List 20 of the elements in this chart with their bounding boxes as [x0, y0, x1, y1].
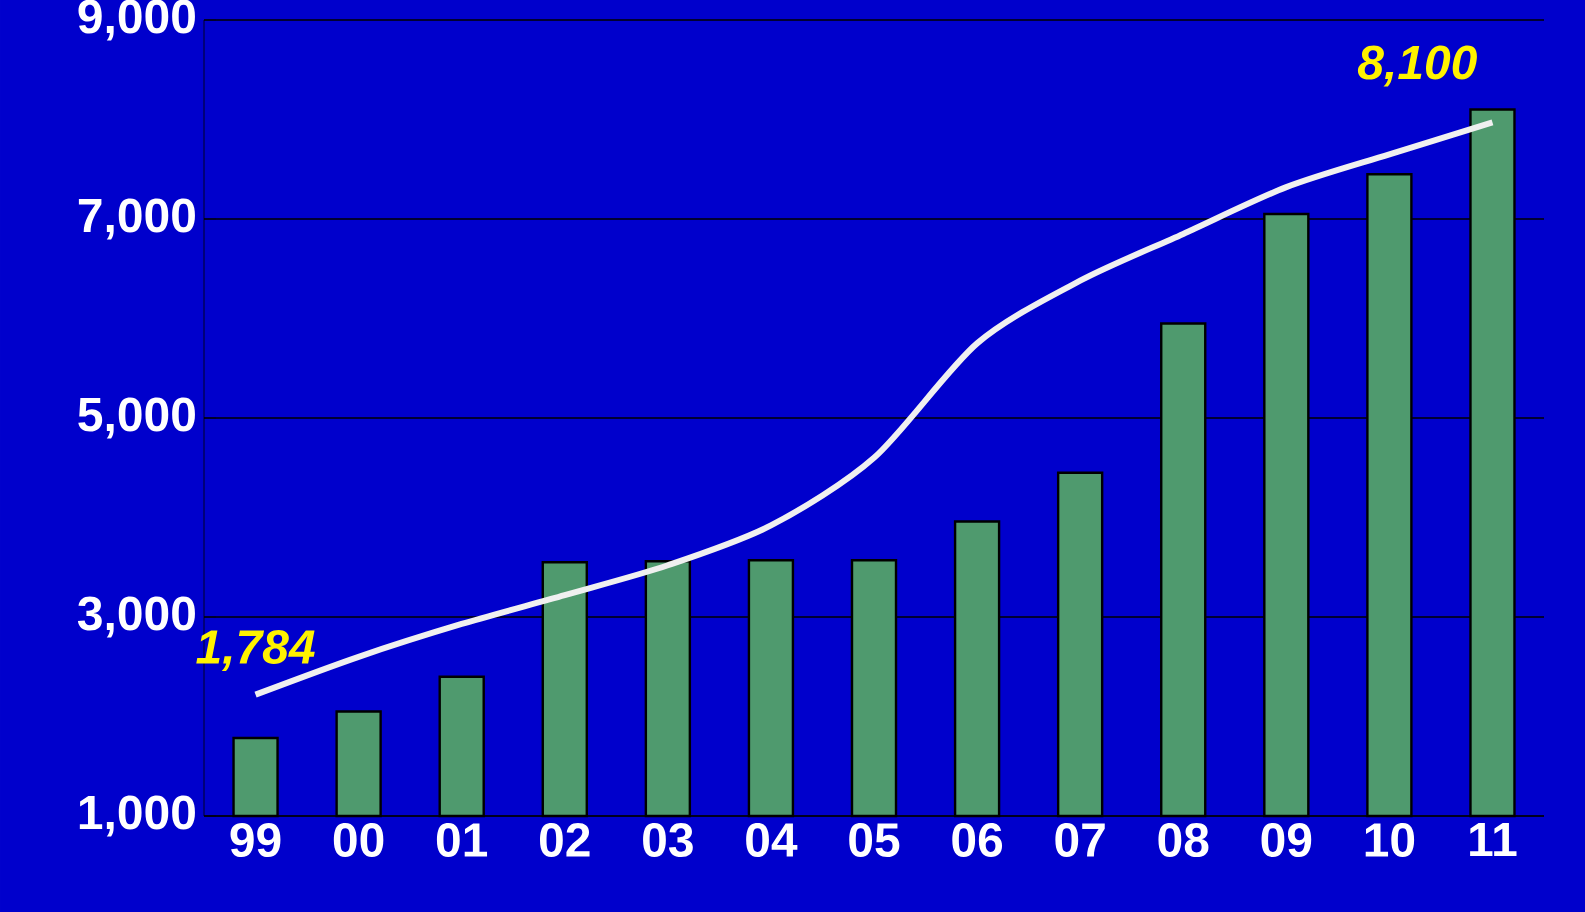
y-tick-label: 9,000	[78, 0, 195, 41]
x-tick-label: 11	[1470, 823, 1517, 857]
x-tick-label: 10	[1365, 823, 1415, 858]
x-tick-label: 04	[746, 823, 798, 858]
y-tick-label: 7,000	[78, 198, 195, 240]
annotation: 1,784	[196, 630, 315, 671]
x-tick-label: 00	[333, 823, 384, 858]
x-tick-label: 03	[643, 823, 693, 858]
x-tick-label: 02	[539, 823, 590, 858]
x-tick-label: 08	[1158, 823, 1209, 858]
x-tick-label: 06	[952, 823, 1003, 858]
x-tick-label: 05	[849, 823, 900, 858]
y-tick-label: 3,000	[77, 596, 195, 638]
x-tick-label: 09	[1261, 823, 1312, 858]
x-tick-label: 99	[230, 823, 281, 858]
y-tick-label: 5,000	[78, 397, 195, 439]
annotation: 8,100	[1357, 45, 1477, 87]
y-tick-label: 1,000	[79, 795, 195, 837]
x-tick-label: 07	[1055, 823, 1105, 858]
x-tick-label: 01	[436, 823, 488, 858]
